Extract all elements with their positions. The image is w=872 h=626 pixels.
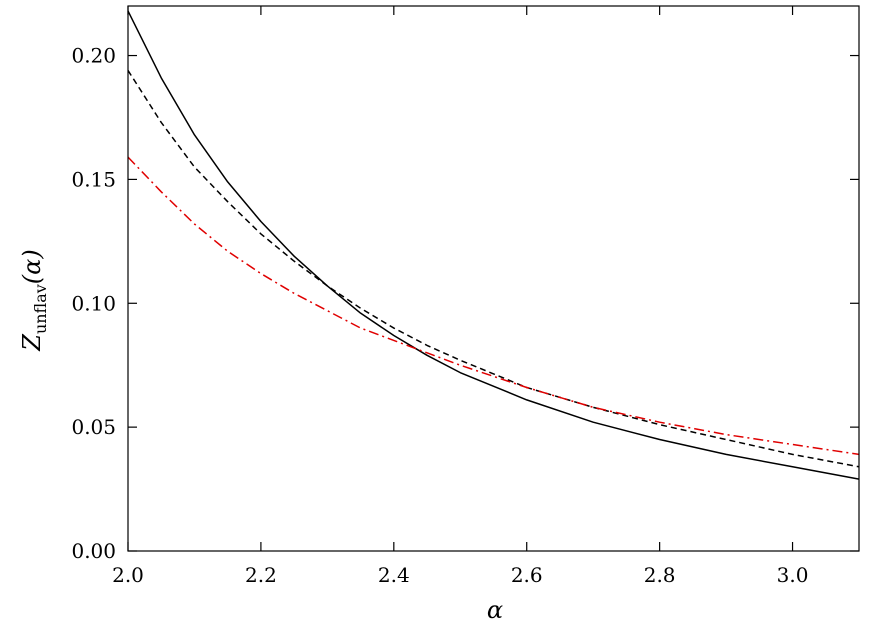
x-tick-label: 2.8 xyxy=(644,563,676,587)
x-tick-label: 2.0 xyxy=(112,563,144,587)
y-tick-label: 0.05 xyxy=(71,415,116,439)
y-tick-label: 0.15 xyxy=(71,167,116,191)
plot-frame xyxy=(127,5,860,552)
series-line-2 xyxy=(127,70,860,468)
axis-ticks xyxy=(127,6,859,552)
x-tick-label: 2.2 xyxy=(245,563,277,587)
y-axis-label-main: Z xyxy=(18,333,46,352)
tick-labels: 2.0 2.2 2.4 2.6 2.8 3.0 0.00 0.05 0.10 0.15 0.20 xyxy=(71,44,808,587)
series-line-3 xyxy=(127,156,860,456)
y-axis-label-subscript: unflav xyxy=(31,284,50,334)
y-axis-label-suffix: (α) xyxy=(18,249,46,284)
y-tick-label: 0.00 xyxy=(71,539,116,563)
x-tick-label: 2.6 xyxy=(511,563,543,587)
x-tick-label: 3.0 xyxy=(777,563,809,587)
series-line-1 xyxy=(127,10,860,480)
y-tick-label: 0.10 xyxy=(71,291,116,315)
x-axis-label: α xyxy=(487,596,503,624)
y-axis-label: Zunflav(α) xyxy=(18,249,50,351)
x-tick-label: 2.4 xyxy=(378,563,410,587)
series-layer xyxy=(127,10,860,480)
y-tick-label: 0.20 xyxy=(71,44,116,68)
